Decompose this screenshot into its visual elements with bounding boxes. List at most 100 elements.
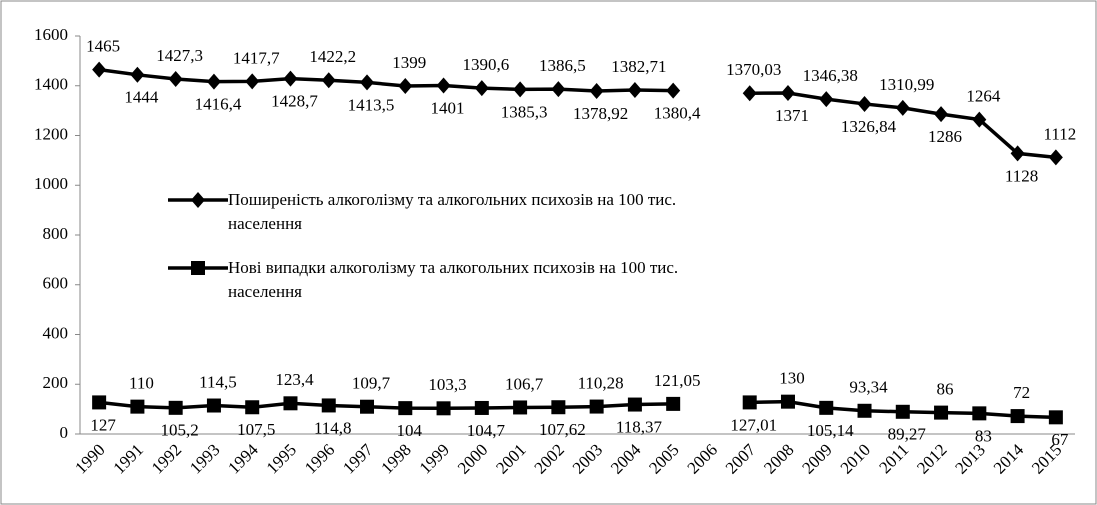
- data-label: 118,37: [616, 417, 663, 436]
- marker: [283, 70, 298, 87]
- y-tick-label: 600: [43, 274, 69, 293]
- data-label: 105,2: [161, 421, 199, 440]
- series-line: [98, 67, 674, 93]
- data-label: 110: [129, 374, 154, 393]
- data-label: 1286: [928, 127, 962, 146]
- data-label: 1401: [431, 98, 465, 117]
- marker: [321, 398, 336, 413]
- y-tick-label: 1400: [34, 75, 68, 94]
- marker: [130, 399, 145, 414]
- marker: [360, 74, 375, 91]
- data-label: 1380,4: [654, 104, 701, 123]
- marker: [168, 70, 183, 87]
- data-label: 1385,3: [501, 102, 548, 121]
- data-label: 1371: [775, 106, 809, 125]
- marker: [1048, 149, 1063, 166]
- data-label: 93,34: [849, 378, 888, 397]
- data-label: 1128: [1005, 166, 1038, 185]
- series-line: [98, 400, 674, 411]
- data-label: 1112: [1043, 124, 1076, 143]
- marker: [742, 395, 757, 410]
- data-label: 1399: [392, 53, 426, 72]
- marker: [513, 81, 528, 98]
- data-label: 1416,4: [195, 95, 242, 114]
- data-label: 127,01: [730, 415, 777, 434]
- data-label: 123,4: [275, 370, 314, 389]
- marker: [819, 400, 834, 415]
- data-label: 89,27: [888, 425, 927, 444]
- data-label: 1465: [86, 36, 120, 55]
- marker: [191, 261, 205, 275]
- data-label: 127: [90, 415, 116, 434]
- marker: [474, 400, 489, 415]
- marker: [130, 66, 145, 83]
- legend-entry: Поширеність алкоголізму та алкогольних п…: [228, 190, 677, 233]
- marker: [436, 77, 451, 94]
- data-label: 107,62: [539, 420, 586, 439]
- data-label: 1390,6: [462, 55, 509, 74]
- marker: [666, 396, 681, 411]
- marker: [474, 80, 489, 97]
- data-label: 109,7: [352, 374, 391, 393]
- marker: [934, 405, 949, 420]
- marker: [283, 396, 298, 411]
- y-tick-label: 1600: [34, 25, 68, 44]
- data-label: 107,5: [237, 420, 275, 439]
- data-label: 114,8: [314, 418, 352, 437]
- marker: [321, 72, 336, 89]
- data-label: 104,7: [467, 421, 506, 440]
- marker: [551, 81, 566, 98]
- marker: [627, 82, 642, 99]
- data-label: 1310,99: [879, 75, 934, 94]
- marker: [551, 400, 566, 415]
- marker: [168, 400, 183, 415]
- marker: [360, 399, 375, 414]
- marker: [92, 61, 107, 78]
- data-label: 110,28: [578, 373, 624, 392]
- marker: [513, 400, 528, 415]
- data-label: 1264: [966, 86, 1001, 105]
- marker: [1010, 409, 1025, 424]
- data-label: 1417,7: [233, 48, 280, 67]
- data-label: 1346,38: [803, 66, 858, 85]
- marker: [245, 400, 260, 415]
- marker: [819, 91, 834, 108]
- marker: [1048, 410, 1063, 425]
- marker: [780, 394, 795, 409]
- marker: [972, 111, 987, 128]
- data-label: 106,7: [505, 374, 544, 393]
- data-label: 1427,3: [156, 46, 203, 65]
- y-tick-label: 1000: [34, 174, 68, 193]
- data-label: 1370,03: [726, 60, 781, 79]
- marker: [857, 95, 872, 112]
- data-label: 1386,5: [539, 56, 586, 75]
- data-label: 1428,7: [271, 92, 318, 111]
- y-tick-label: 0: [60, 423, 69, 442]
- marker: [895, 99, 910, 116]
- data-label: 1413,5: [348, 95, 395, 114]
- data-label: 1422,2: [309, 47, 356, 66]
- marker: [780, 84, 795, 101]
- marker: [436, 401, 451, 416]
- marker: [857, 403, 872, 418]
- y-tick-label: 200: [43, 373, 69, 392]
- data-label: 114,5: [199, 372, 237, 391]
- data-label: 105,14: [807, 421, 854, 440]
- data-label: 1444: [124, 88, 159, 107]
- data-label: 1382,71: [611, 57, 666, 76]
- data-label: 1326,84: [841, 117, 897, 136]
- marker: [245, 73, 260, 90]
- marker: [627, 397, 642, 412]
- data-label: 72: [1013, 383, 1030, 402]
- y-tick-label: 1200: [34, 124, 68, 143]
- marker: [92, 395, 107, 410]
- marker: [589, 82, 604, 99]
- data-label: 121,05: [654, 371, 701, 390]
- data-label: 130: [779, 369, 805, 388]
- marker: [589, 399, 604, 414]
- marker: [666, 82, 681, 99]
- data-label: 103,3: [428, 375, 466, 394]
- marker: [1010, 145, 1025, 162]
